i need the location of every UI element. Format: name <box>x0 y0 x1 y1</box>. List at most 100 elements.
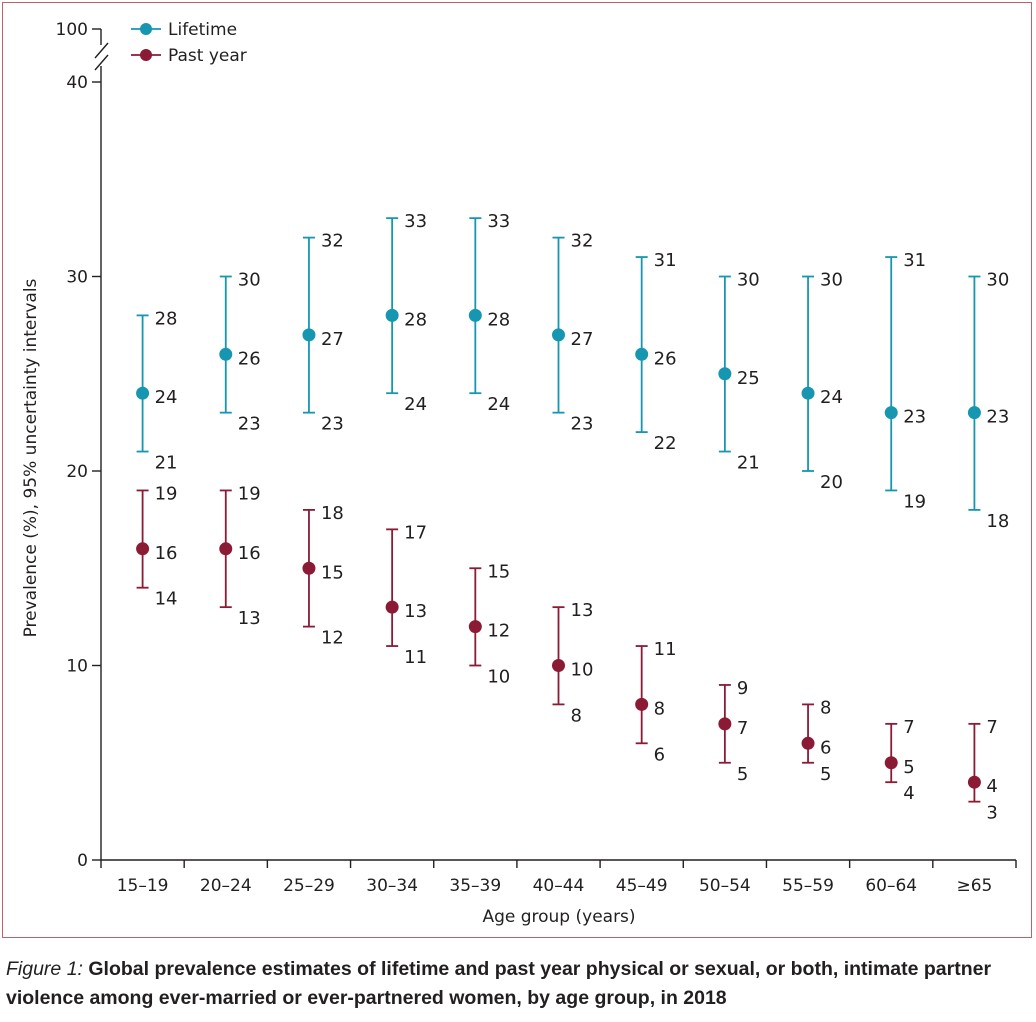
data-point <box>635 347 649 361</box>
data-point <box>884 756 898 770</box>
x-tick-label: 35–39 <box>449 876 501 896</box>
upper-bound-label: 19 <box>155 483 178 504</box>
legend-marker <box>140 49 152 61</box>
lower-bound-label: 5 <box>820 764 831 785</box>
axis-break-mark <box>94 54 109 71</box>
value-label: 6 <box>820 737 831 758</box>
data-point <box>136 386 150 400</box>
y-axis-label: Prevalence (%), 95% uncertainty interval… <box>21 278 41 637</box>
data-point <box>468 620 482 634</box>
lower-bound-label: 3 <box>986 803 997 824</box>
axis-break-mark <box>94 42 109 59</box>
data-point <box>718 367 732 381</box>
value-label: 12 <box>487 621 510 642</box>
lower-bound-label: 10 <box>487 667 510 688</box>
lower-bound-label: 6 <box>654 744 665 765</box>
lower-bound-label: 12 <box>321 628 344 649</box>
lower-bound-label: 21 <box>737 453 760 474</box>
data-point <box>302 328 316 342</box>
value-label: 15 <box>321 562 344 583</box>
caption-text: Global prevalence estimates of lifetime … <box>6 958 992 1009</box>
data-point <box>385 308 399 322</box>
value-label: 26 <box>654 348 677 369</box>
lower-bound-label: 24 <box>487 394 510 415</box>
chart-marks: 2824213026233227233328243328243227233126… <box>136 211 1009 824</box>
value-label: 5 <box>903 757 914 778</box>
legend-label: Lifetime <box>168 20 237 40</box>
lower-bound-label: 24 <box>404 394 427 415</box>
upper-bound-label: 7 <box>903 717 914 738</box>
x-tick-label: 50–54 <box>699 876 751 896</box>
lower-bound-label: 21 <box>155 453 178 474</box>
lower-bound-label: 18 <box>986 511 1009 532</box>
y-tick-label: 0 <box>77 851 88 871</box>
data-point <box>967 406 981 420</box>
value-label: 7 <box>737 718 748 739</box>
upper-bound-label: 13 <box>571 600 594 621</box>
lower-bound-label: 23 <box>238 414 261 435</box>
data-point <box>385 600 399 614</box>
upper-bound-label: 33 <box>487 211 510 232</box>
x-tick-label: 20–24 <box>200 876 252 896</box>
lower-bound-label: 19 <box>903 491 926 512</box>
x-tick-label: ≥65 <box>956 876 992 896</box>
y-tick-label: 20 <box>66 462 88 482</box>
upper-bound-label: 31 <box>654 250 677 271</box>
lower-bound-label: 11 <box>404 647 427 668</box>
value-label: 4 <box>986 776 997 797</box>
value-label: 26 <box>238 348 261 369</box>
y-tick-label: 30 <box>66 268 88 288</box>
upper-bound-label: 30 <box>238 270 261 291</box>
value-label: 28 <box>487 309 510 330</box>
data-point <box>884 406 898 420</box>
data-point <box>552 328 565 342</box>
data-point <box>219 542 233 556</box>
lower-bound-label: 13 <box>238 608 261 629</box>
x-tick-label: 55–59 <box>782 876 834 896</box>
y-tick-label-break: 100 <box>56 20 88 40</box>
figure-frame <box>2 2 1032 938</box>
lower-bound-label: 23 <box>321 414 344 435</box>
upper-bound-label: 15 <box>487 561 510 582</box>
data-point <box>219 347 233 361</box>
value-label: 23 <box>903 407 926 428</box>
value-label: 16 <box>238 543 261 564</box>
legend: Lifetime Past year <box>131 20 247 66</box>
data-point <box>468 308 482 322</box>
figure-caption: Figure 1: Global prevalence estimates of… <box>6 955 1026 1013</box>
legend-marker <box>140 23 152 35</box>
caption-label: Figure 1: <box>6 958 83 980</box>
upper-bound-label: 9 <box>737 678 748 699</box>
value-label: 24 <box>155 387 178 408</box>
value-label: 27 <box>571 329 594 350</box>
lower-bound-label: 8 <box>571 705 582 726</box>
x-axis-label: Age group (years) <box>482 907 635 927</box>
value-label: 23 <box>986 407 1009 428</box>
lower-bound-label: 14 <box>155 589 178 610</box>
upper-bound-label: 28 <box>155 308 178 329</box>
data-point <box>801 386 815 400</box>
data-point <box>967 775 981 789</box>
upper-bound-label: 32 <box>321 231 344 252</box>
upper-bound-label: 7 <box>986 717 997 738</box>
series-lifetime: 28 24 21 30 26 23 32 27 23 33 28 24 33 28 24 32 27 23 31 26… <box>136 211 1009 532</box>
value-label: 25 <box>737 368 760 389</box>
data-point <box>635 697 649 711</box>
data-point <box>552 659 565 672</box>
lower-bound-label: 22 <box>654 433 677 454</box>
axes: 100 0 10 20 30 40 15–19 20–24 25–29 30–34 35–39 40–… <box>56 20 1017 896</box>
upper-bound-label: 18 <box>321 503 344 524</box>
lower-bound-label: 23 <box>571 414 594 435</box>
upper-bound-label: 30 <box>820 270 843 291</box>
upper-bound-label: 19 <box>238 483 261 504</box>
value-label: 28 <box>404 309 427 330</box>
lower-bound-label: 5 <box>737 764 748 785</box>
upper-bound-label: 32 <box>571 231 594 252</box>
x-tick-label: 45–49 <box>616 876 668 896</box>
chart: 100 0 10 20 30 40 15–19 20–24 25–29 30–34 35–39 40–… <box>21 20 1017 927</box>
upper-bound-label: 30 <box>737 270 760 291</box>
upper-bound-label: 17 <box>404 522 427 543</box>
upper-bound-label: 33 <box>404 211 427 232</box>
value-label: 24 <box>820 387 843 408</box>
upper-bound-label: 30 <box>986 270 1009 291</box>
